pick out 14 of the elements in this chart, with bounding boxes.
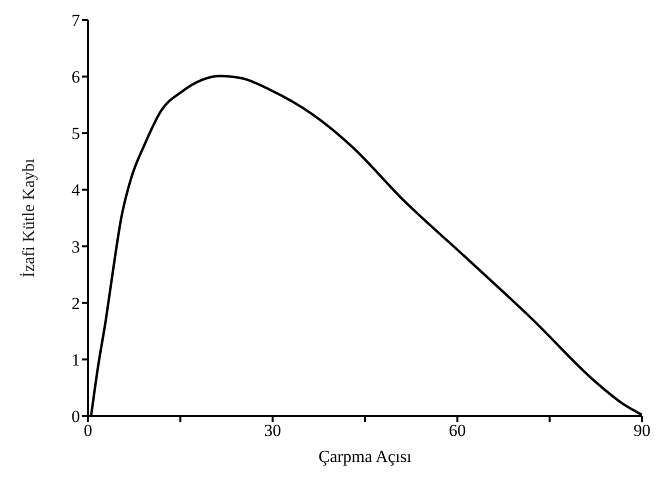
y-tick-label: 4 — [72, 180, 80, 200]
y-tick-label: 2 — [72, 294, 80, 313]
y-tick-label: 0 — [72, 407, 80, 426]
x-tick-label: 90 — [634, 421, 650, 440]
y-axis-title: İzafi Kütle Kaybı — [19, 158, 38, 278]
y-tick-label: 5 — [72, 124, 80, 144]
y-tick-label: 7 — [72, 11, 80, 30]
x-tick-label: 60 — [448, 421, 466, 440]
y-tick-label: 1 — [72, 350, 80, 370]
y-tick-label: 6 — [72, 68, 80, 87]
x-tick-label: 0 — [84, 421, 92, 440]
x-tick-label: 30 — [264, 421, 282, 440]
x-axis-title: Çarpma Açısı — [318, 447, 412, 466]
y-tick-label: 3 — [72, 237, 80, 256]
